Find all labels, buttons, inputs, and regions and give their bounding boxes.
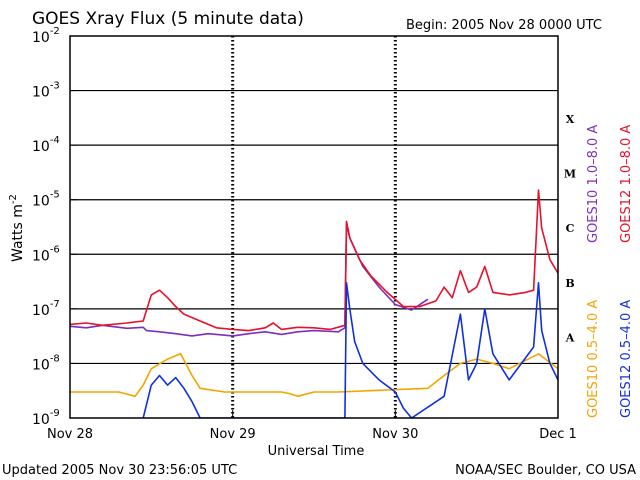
y-tick-exponent: -2 [50,26,60,37]
series-line-3 [142,281,558,418]
y-tick-base: 10 [32,412,50,428]
x-tick-labels: Nov 28 Nov 29 Nov 30 Dec 1 [47,410,577,442]
legend: GOES10 1.0–8.0 A GOES12 1.0–8.0 A GOES10 0… [586,125,634,418]
legend-entry-2: GOES10 0.5–4.0 A [586,300,601,418]
x-axis-label: Universal Time [268,444,365,459]
y-tick-label: 10-7 [32,299,60,319]
y-tick-label: 10-4 [32,135,60,155]
y-tick-base: 10 [32,194,50,210]
y-tick-label: 10-9 [32,408,60,428]
begin-label: Begin: 2005 Nov 28 0000 UTC [406,18,602,33]
y-tick-base: 10 [32,139,50,155]
svg-text:Watts m-2: Watts m-2 [8,194,26,262]
series-line-0 [70,223,429,337]
y-tick-exponent: -3 [50,81,60,92]
y-tick-base: 10 [32,357,50,373]
source-label: NOAA/SEC Boulder, CO USA [455,463,636,478]
x-tick-label: Dec 1 [539,427,577,442]
y-tick-base: 10 [32,248,50,264]
series-group [70,189,558,418]
x-tick-label: Nov 28 [47,427,93,442]
flare-class-labels: X M C B A [564,113,576,344]
flare-class-x: X [566,113,575,126]
y-tick-labels: 10-210-310-410-510-610-710-810-9 [32,26,77,428]
y-tick-exponent: -5 [50,190,60,201]
legend-entry-0: GOES10 1.0–8.0 A [586,125,601,243]
y-axis-label: Watts m-2 [8,194,26,262]
series-line-2 [70,352,558,398]
y-tick-label: 10-2 [32,26,60,46]
y-tick-label: 10-5 [32,190,60,210]
flare-class-b: B [565,277,574,290]
series-layer [70,189,558,418]
legend-entry-3: GOES12 0.5–4.0 A [619,300,634,418]
x-tick-label: Nov 29 [210,427,256,442]
y-tick-exponent: -6 [50,244,60,255]
y-axis-label-exponent: -2 [8,194,19,204]
series-line-1 [70,189,558,332]
y-tick-base: 10 [32,85,50,101]
y-tick-exponent: -9 [50,408,60,419]
x-tick-label: Nov 30 [372,427,418,442]
legend-entry-1: GOES12 1.0–8.0 A [619,125,634,243]
flare-class-a: A [565,331,575,344]
y-tick-base: 10 [32,303,50,319]
y-tick-exponent: -7 [50,299,60,310]
flare-class-c: C [566,222,575,235]
y-tick-exponent: -8 [50,353,60,364]
y-tick-exponent: -4 [50,135,60,146]
y-tick-label: 10-6 [32,244,60,264]
updated-label: Updated 2005 Nov 30 23:56:05 UTC [2,463,237,478]
y-tick-label: 10-8 [32,353,60,373]
chart-title: GOES Xray Flux (5 minute data) [32,9,304,29]
y-axis-label-text: Watts m [10,204,26,262]
y-tick-base: 10 [32,30,50,46]
plot-frame [69,35,559,419]
flare-class-m: M [564,168,576,181]
y-tick-label: 10-3 [32,81,60,101]
